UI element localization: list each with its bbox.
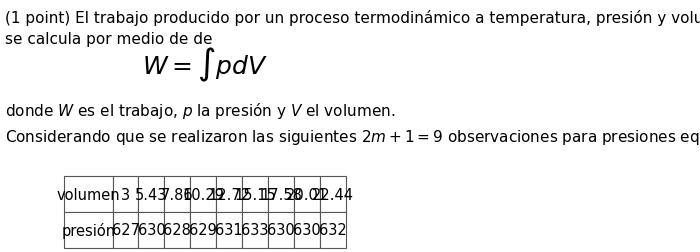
Text: 628: 628 <box>163 223 191 238</box>
Bar <box>268 212 294 248</box>
Text: 629: 629 <box>189 223 217 238</box>
Text: (1 point) El trabajo producido por un proceso termodinámico a temperatura, presi: (1 point) El trabajo producido por un pr… <box>5 10 700 47</box>
Bar <box>190 212 216 248</box>
Bar <box>190 176 216 212</box>
Bar <box>268 176 294 212</box>
Text: 17.58: 17.58 <box>260 187 302 202</box>
Bar <box>294 176 320 212</box>
Text: presión: presión <box>62 222 116 238</box>
Text: 627: 627 <box>111 223 139 238</box>
Bar <box>113 212 139 248</box>
Bar <box>113 176 139 212</box>
Bar <box>139 176 164 212</box>
Bar <box>64 176 113 212</box>
Text: donde $W$ es el trabajo, $p$ la presión y $V$ el volumen.: donde $W$ es el trabajo, $p$ la presión … <box>5 101 395 120</box>
Text: 630: 630 <box>138 223 165 238</box>
Text: 22.44: 22.44 <box>312 187 354 202</box>
Bar <box>64 212 113 248</box>
Text: 10.29: 10.29 <box>182 187 224 202</box>
Bar <box>216 176 242 212</box>
Bar <box>294 212 320 248</box>
Text: 12.72: 12.72 <box>208 187 250 202</box>
Bar <box>320 212 346 248</box>
Text: 5.43: 5.43 <box>135 187 167 202</box>
Bar <box>139 212 164 248</box>
Text: 15.15: 15.15 <box>234 187 276 202</box>
Text: 3: 3 <box>121 187 130 202</box>
Bar <box>242 176 268 212</box>
Text: 630: 630 <box>267 223 295 238</box>
Bar <box>242 212 268 248</box>
Text: 630: 630 <box>293 223 321 238</box>
Text: volumen: volumen <box>57 187 120 202</box>
Bar <box>164 212 190 248</box>
Text: Considerando que se realizaron las siguientes $2m + 1 = 9$ observaciones para pr: Considerando que se realizaron las sigui… <box>5 128 700 146</box>
Bar <box>320 176 346 212</box>
Bar <box>164 176 190 212</box>
Bar <box>216 212 242 248</box>
Text: 7.86: 7.86 <box>161 187 194 202</box>
Text: 633: 633 <box>241 223 269 238</box>
Text: $W = \int pdV$: $W = \int pdV$ <box>142 46 268 84</box>
Text: 20.01: 20.01 <box>286 187 328 202</box>
Text: 632: 632 <box>319 223 346 238</box>
Text: 631: 631 <box>216 223 243 238</box>
